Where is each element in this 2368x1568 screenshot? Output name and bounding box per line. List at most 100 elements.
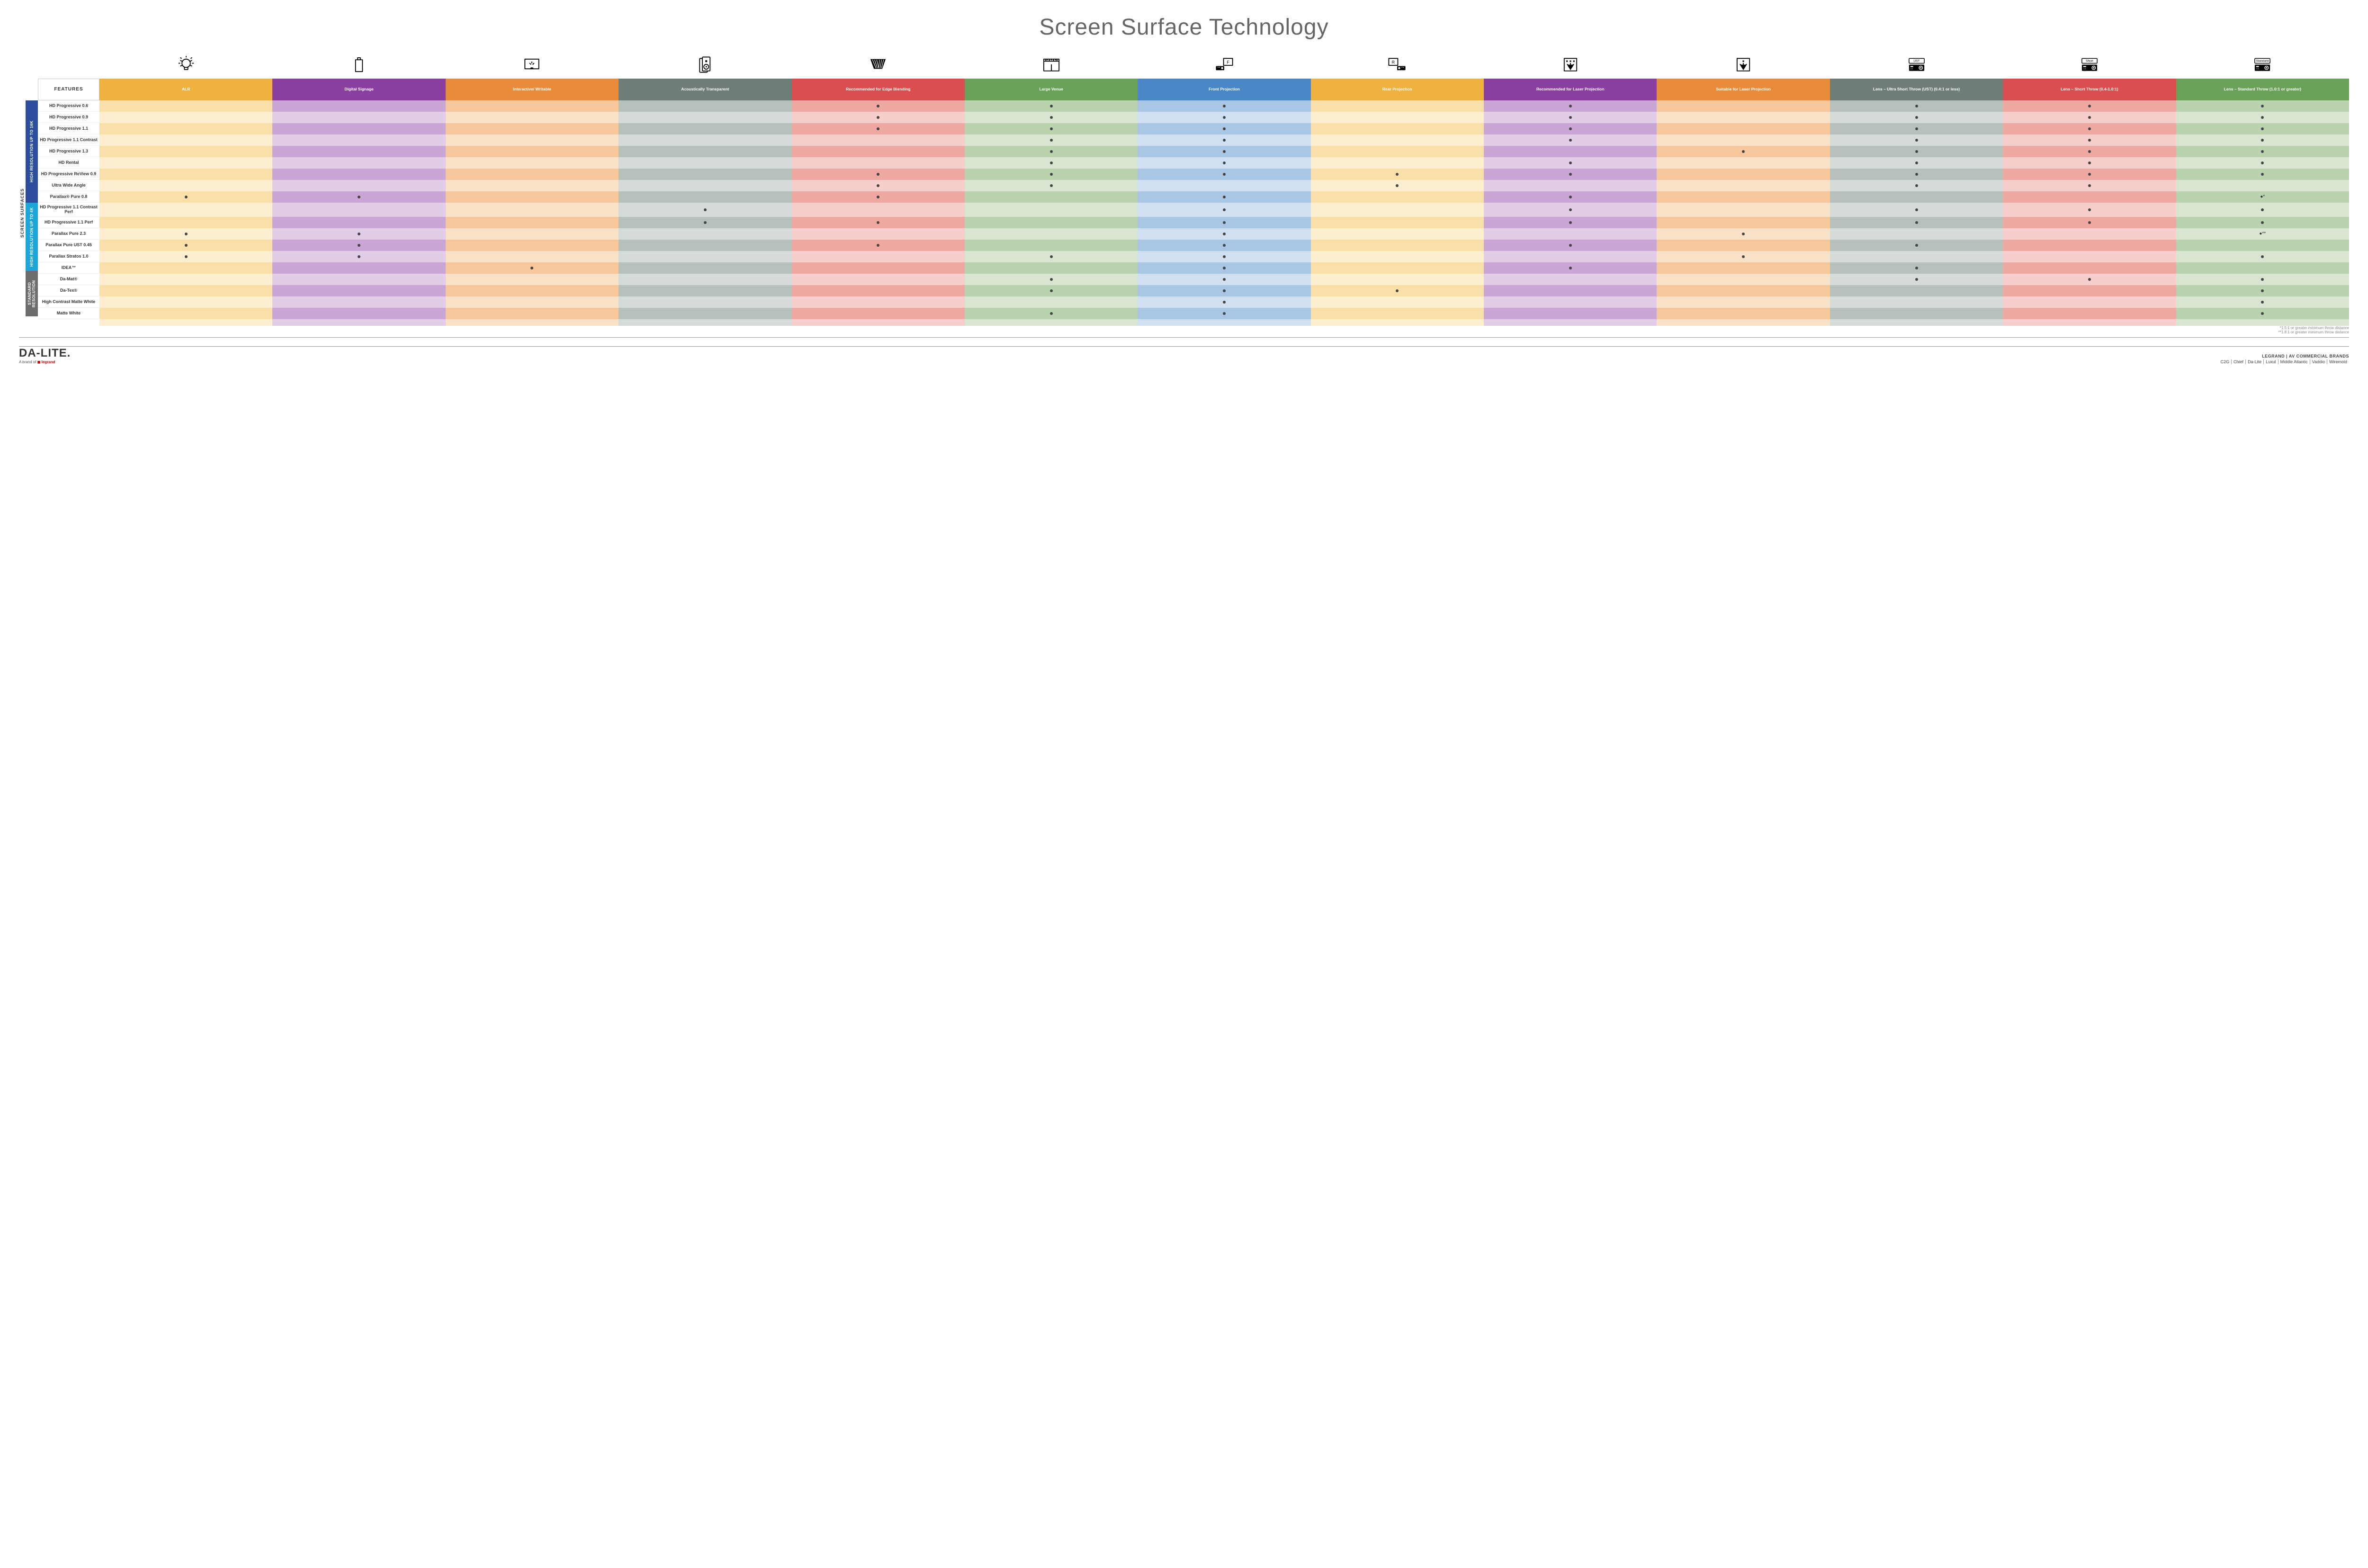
side-group: HIGH RESOLUTION UP TO 4K [26,203,38,271]
cell-front [1138,134,1310,146]
cell-alr [99,285,272,296]
cell-acoustic [619,308,791,319]
cell-edge [792,308,965,319]
cell-short [2003,123,2176,134]
cell-ust [1830,285,2003,296]
cell-signage [272,240,445,251]
cell-suit_laser [1657,296,1830,308]
cell-std [2176,308,2349,319]
cell-rec_laser [1484,251,1657,262]
edge-icon [792,52,965,79]
cell-interactive [446,169,619,180]
cell-std [2176,100,2349,112]
cell-edge [792,296,965,308]
footer-brands: C2GChiefDa-LiteLuxulMiddle AtlanticVaddi… [2219,359,2349,364]
cell-edge [792,100,965,112]
cell-venue [965,100,1138,112]
cell-short [2003,296,2176,308]
cell-rec_laser [1484,308,1657,319]
cell-suit_laser [1657,308,1830,319]
cell-rear [1311,180,1484,191]
row-name: Ultra Wide Angle [38,180,99,191]
chart: SCREEN SURFACES HIGH RESOLUTION UP TO 16… [19,52,2349,326]
cell-edge [792,123,965,134]
cell-rec_laser [1484,217,1657,228]
cell-alr [99,274,272,285]
cell-interactive [446,228,619,240]
cell-venue [965,251,1138,262]
row-name: Parallax® Pure 0.8 [38,191,99,203]
cell-interactive [446,240,619,251]
cell-short [2003,251,2176,262]
cell-rec_laser [1484,180,1657,191]
suit_laser-icon [1657,52,1830,79]
cell-edge [792,191,965,203]
cell-suit_laser [1657,100,1830,112]
cell-rear [1311,157,1484,169]
footer: DA-LITE. A brand of ◼ legrand LEGRAND | … [19,346,2349,364]
cell-alr [99,180,272,191]
row-name: Parallax Pure 2.3 [38,228,99,240]
cell-signage [272,123,445,134]
cell-rear [1311,228,1484,240]
cell-short [2003,100,2176,112]
cell-front [1138,100,1310,112]
row-name: HD Progressive 0.6 [38,100,99,112]
icon-spacer [38,52,99,79]
cell-acoustic [619,180,791,191]
cell-suit_laser [1657,123,1830,134]
cell-short [2003,262,2176,274]
cell-rec_laser [1484,100,1657,112]
cell-ust [1830,146,2003,157]
cell-ust [1830,100,2003,112]
cell-alr [99,308,272,319]
cell-std [2176,251,2349,262]
cell-short [2003,217,2176,228]
row-name: Parallax Pure UST 0.45 [38,240,99,251]
spacer [38,319,99,326]
cell-acoustic [619,203,791,217]
cell-std [2176,285,2349,296]
std-icon: Standard [2176,52,2349,79]
cell-interactive [446,274,619,285]
cell-interactive [446,180,619,191]
spacer [1830,319,2003,326]
row-name: HD Progressive 1.1 Contrast [38,134,99,146]
cell-front [1138,169,1310,180]
cell-signage [272,296,445,308]
cell-front [1138,308,1310,319]
cell-alr [99,240,272,251]
spacer [792,319,965,326]
cell-acoustic [619,296,791,308]
cell-venue [965,134,1138,146]
col-header-rear: Rear Projection [1311,79,1484,100]
features-header: FEATURES [38,79,99,100]
cell-venue [965,112,1138,123]
front-icon: F [1138,52,1310,79]
cell-front [1138,262,1310,274]
rear-icon: R [1311,52,1484,79]
cell-interactive [446,217,619,228]
row-name: HD Progressive 0.9 [38,112,99,123]
cell-rec_laser [1484,203,1657,217]
col-header-signage: Digital Signage [272,79,445,100]
rec_laser-icon [1484,52,1657,79]
cell-front [1138,191,1310,203]
cell-short [2003,191,2176,203]
cell-rear [1311,308,1484,319]
cell-alr [99,203,272,217]
cell-signage [272,251,445,262]
cell-ust [1830,262,2003,274]
cell-signage [272,217,445,228]
cell-rec_laser [1484,134,1657,146]
cell-rear [1311,123,1484,134]
cell-edge [792,240,965,251]
cell-suit_laser [1657,228,1830,240]
cell-std [2176,274,2349,285]
cell-interactive [446,100,619,112]
cell-std [2176,123,2349,134]
cell-interactive [446,262,619,274]
cell-venue [965,228,1138,240]
cell-std [2176,296,2349,308]
cell-std [2176,203,2349,217]
